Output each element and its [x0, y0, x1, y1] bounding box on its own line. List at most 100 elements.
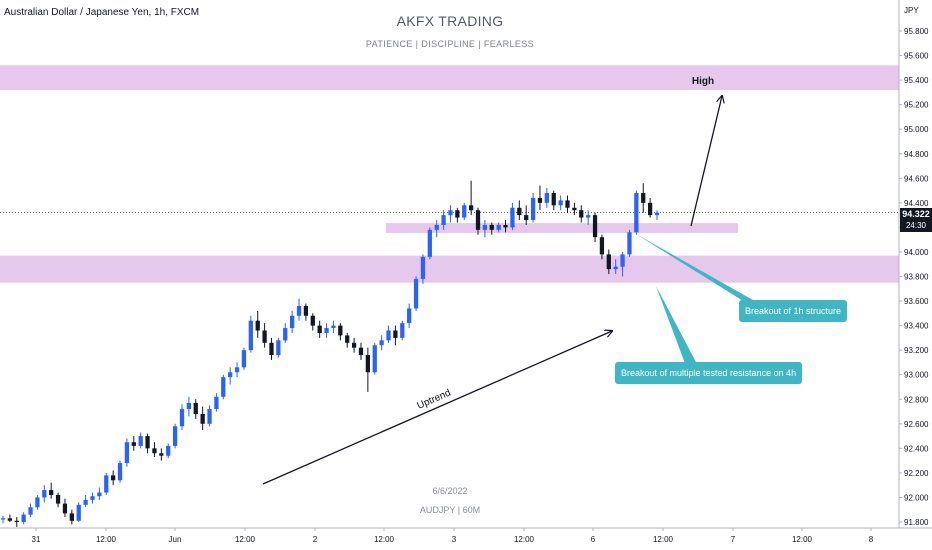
high-target-arrow: [690, 96, 722, 227]
price-tick-label: 93.600: [904, 297, 929, 306]
candle-body: [365, 355, 370, 373]
price-tick-label: 94.600: [904, 174, 929, 183]
candle-body: [55, 494, 61, 504]
candle-body: [111, 475, 116, 481]
candle-body: [634, 193, 639, 233]
candle-body: [234, 367, 240, 373]
candle-body: [524, 215, 529, 221]
candle-body: [159, 453, 164, 456]
candle-body: [262, 330, 267, 343]
candle-body: [42, 490, 47, 498]
drawing-lines-layer: [0, 96, 899, 485]
candle-body: [317, 325, 322, 333]
symbol-title: Australian Dollar / Japanese Yen, 1h, FX…: [4, 7, 200, 18]
candle-body: [592, 215, 598, 238]
price-tick-label: 95.600: [904, 52, 929, 61]
last-price-tag: 94.322 24:30: [900, 208, 932, 232]
candle-body: [221, 377, 226, 397]
candle-body: [248, 320, 253, 351]
price-tick-label: 93.800: [904, 273, 929, 282]
price-tick-label: 95.800: [904, 27, 929, 36]
time-tick-label: 12:00: [792, 535, 813, 544]
candle-body: [69, 513, 74, 521]
candle-body: [131, 442, 136, 446]
uptrend-label: Uptrend: [415, 388, 452, 412]
candle-body: [310, 315, 315, 326]
candle-body: [537, 197, 543, 203]
price-tick-label: 92.200: [904, 469, 929, 478]
candle-body: [475, 210, 481, 230]
candle-body: [510, 207, 515, 228]
candle-body: [551, 193, 556, 206]
zone-rect-1: [0, 65, 899, 90]
candle-body: [255, 320, 260, 331]
candle-body: [654, 212, 660, 216]
candle-body: [558, 200, 563, 206]
time-tick-label: 12:00: [514, 535, 535, 544]
candle-body: [124, 442, 130, 464]
candle-body: [290, 315, 295, 329]
candle-body: [627, 232, 632, 255]
time-tick-label: 8: [869, 535, 874, 544]
price-tick-label: 92.600: [904, 420, 929, 429]
price-tick-label: 95.000: [904, 125, 929, 134]
zone-rect-2: [386, 223, 738, 233]
brand-subtitle: PATIENCE | DISCIPLINE | FEARLESS: [365, 39, 535, 49]
callout-1h-breakout[interactable]: Breakout of 1h structure: [739, 300, 848, 322]
candle-body: [331, 325, 336, 329]
candle-body: [641, 193, 646, 203]
last-price-value: 94.322: [902, 209, 930, 219]
candle-body: [172, 426, 178, 446]
candle-body: [14, 520, 19, 522]
candle-body: [489, 224, 494, 230]
candle-body: [647, 202, 653, 216]
callout-4h-breakout[interactable]: Breakout of multiple tested resistance o…: [615, 362, 803, 384]
candle-body: [620, 254, 625, 267]
price-tick-label: 91.800: [904, 518, 929, 527]
candle-body: [28, 507, 33, 515]
price-tick-label: 93.200: [904, 346, 929, 355]
candle-body: [303, 305, 309, 316]
candle-body: [283, 328, 288, 341]
candle-body: [90, 496, 95, 500]
candle-body: [386, 330, 391, 341]
callout-4h-pointer: [656, 286, 698, 366]
candle-body: [379, 340, 384, 346]
watermark-date: 6/6/2022: [432, 486, 468, 496]
time-tick-label: 12:00: [96, 535, 117, 544]
time-tick-label: 12:00: [374, 535, 395, 544]
price-tick-label: 93.000: [904, 371, 929, 380]
candle-body: [544, 193, 549, 203]
price-tick-label: 93.400: [904, 322, 929, 331]
candle-body: [276, 340, 281, 356]
candle-body: [606, 254, 611, 270]
candle-body: [193, 402, 198, 414]
candle-body: [186, 402, 192, 410]
candle-body: [455, 210, 460, 218]
candle-body: [338, 325, 343, 336]
candle-body: [462, 205, 467, 218]
candle-body: [21, 514, 26, 522]
callout-1h-pointer: [636, 234, 760, 304]
price-tick-label: 92.800: [904, 395, 929, 404]
candle-body: [207, 409, 212, 424]
candle-body: [517, 207, 522, 216]
price-tick-label: 94.000: [904, 248, 929, 257]
candle-body: [393, 330, 398, 338]
candle-body: [241, 350, 247, 368]
candle-body: [530, 197, 536, 221]
candle-body: [62, 503, 68, 514]
candle-body: [565, 200, 570, 208]
candle-body: [269, 342, 274, 356]
candle-body: [434, 224, 439, 230]
candle-body: [145, 436, 150, 449]
candle-body: [152, 448, 157, 454]
candle-body: [586, 215, 591, 218]
candle-body: [179, 409, 185, 427]
zone-rect-3: [0, 255, 899, 283]
candle-body: [0, 518, 6, 520]
candle-body: [296, 305, 302, 316]
candle-body: [200, 413, 205, 424]
